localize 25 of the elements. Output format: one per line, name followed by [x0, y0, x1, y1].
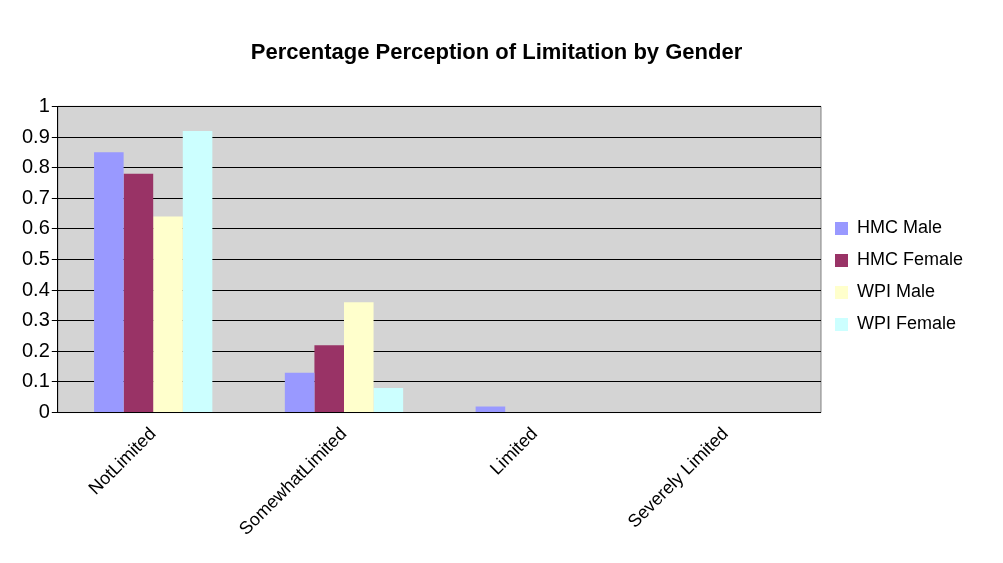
- legend-label: HMC Female: [856, 249, 963, 270]
- bar: [94, 152, 124, 413]
- bar: [153, 216, 183, 413]
- y-tick-label: 0.7: [21, 185, 50, 208]
- y-tick-label: 1: [38, 93, 50, 116]
- bar: [123, 173, 154, 413]
- bar: [373, 388, 404, 413]
- y-tick-label: 0.4: [21, 277, 50, 300]
- bar: [344, 302, 374, 413]
- y-tick-label: 0: [38, 400, 50, 423]
- chart-title: Percentage Perception of Limitation by Gender: [250, 39, 743, 65]
- bar: [475, 406, 506, 413]
- legend-label: WPI Male: [856, 281, 935, 302]
- bar: [284, 372, 315, 413]
- bar: [314, 345, 344, 413]
- y-tick-label: 0.1: [21, 369, 50, 392]
- y-tick-label: 0.6: [21, 216, 50, 239]
- y-tick-label: 0.5: [21, 247, 50, 269]
- y-tick-label: 0.2: [21, 338, 50, 361]
- y-tick-label: 0.3: [21, 308, 50, 331]
- bar: [182, 130, 213, 413]
- y-tick-label: 0.9: [21, 124, 50, 147]
- legend-label: WPI Female: [856, 313, 957, 334]
- y-tick-label: 0.8: [21, 155, 50, 178]
- legend-label: HMC Male: [856, 217, 942, 238]
